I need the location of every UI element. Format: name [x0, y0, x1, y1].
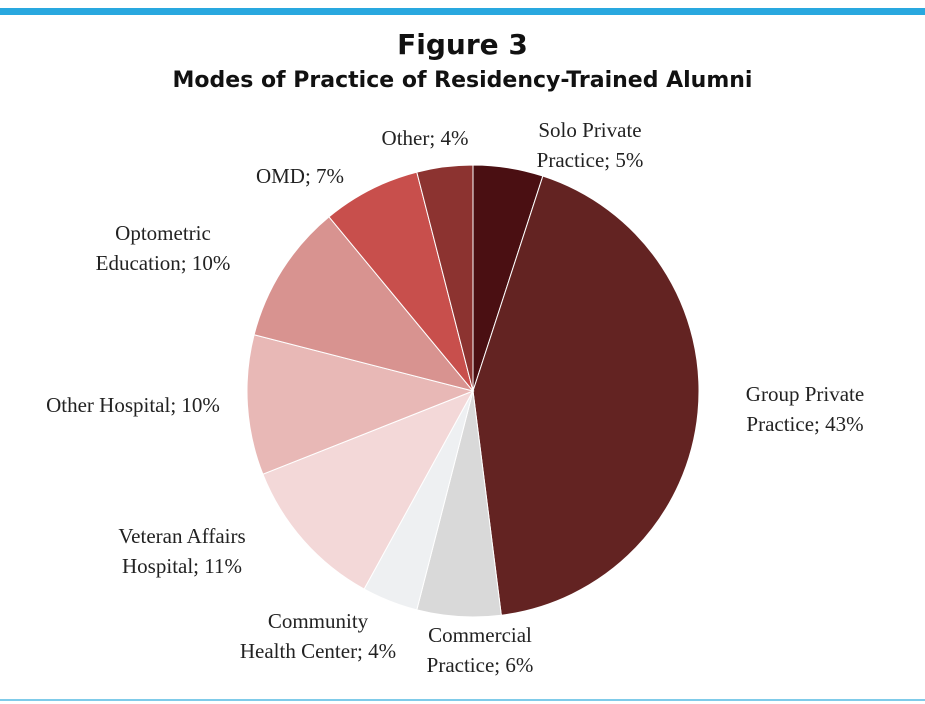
- slice-label: OMD; 7%: [255, 164, 345, 188]
- chart-subtitle: Modes of Practice of Residency-Trained A…: [172, 68, 753, 93]
- pie-slice: [472, 175, 700, 616]
- slice-label: Other Hospital; 10%: [46, 393, 220, 417]
- bottom-bar: [0, 699, 925, 701]
- slice-label: Optometric Education; 10%: [95, 221, 231, 275]
- pie-slice: [253, 216, 475, 392]
- slice-label: Group Private Practice; 43%: [745, 382, 865, 436]
- top-bar: [0, 8, 925, 15]
- slice-label: Other; 4%: [381, 126, 469, 150]
- pie-slice: [416, 164, 474, 392]
- pie: [246, 164, 700, 618]
- slice-label: Veteran Affairs Hospital; 11%: [118, 524, 246, 578]
- slice-label: Community Health Center; 4%: [239, 609, 397, 663]
- slice-label: Commercial Practice; 6%: [426, 623, 534, 677]
- pie-slice: [262, 390, 475, 590]
- slice-label: Solo Private Practice; 5%: [536, 118, 644, 172]
- pie-slice: [246, 334, 475, 475]
- chart-title: Figure 3: [397, 28, 528, 61]
